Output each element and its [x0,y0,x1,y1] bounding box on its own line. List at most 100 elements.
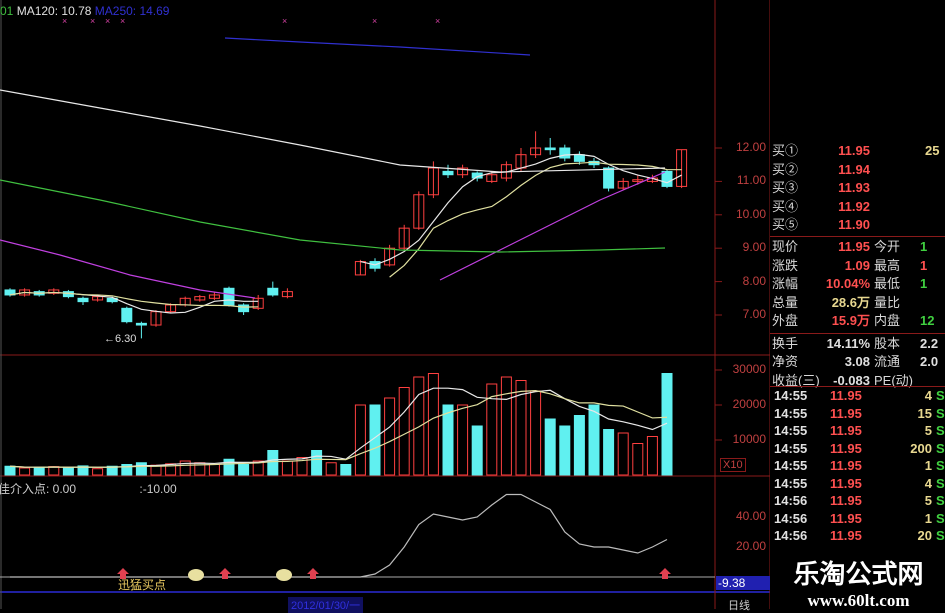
candle [121,307,133,323]
bid-price: 11.93 [838,180,870,195]
tick-side: S [936,440,945,456]
tick-volume: 4 [924,475,932,491]
ma10-line-left [9,291,259,308]
ma250-label: MA250: 14.69 [94,4,170,18]
tick-row: 14:56 11.95 5 S [770,492,945,510]
volume-bar [354,404,366,476]
volume-ma10 [9,390,668,468]
volume-bar [165,463,177,476]
candle [544,147,556,151]
stat-label: 净资 [772,354,799,369]
ma250-line [224,37,531,56]
stat-value: 14.11% [826,335,870,351]
stat-row: 总量 28.6万 量比 [770,294,945,312]
volume-bar [559,425,571,476]
volume-bar [442,404,454,476]
volume-bar [384,397,396,476]
volume-bar [427,373,439,476]
stat-label: PE(动) [874,372,914,388]
tick-volume: 4 [924,388,932,403]
stat-label: 外盘 [772,313,799,328]
low-value: 6.30 [115,333,137,345]
tick-time: 14:55 [774,458,808,473]
candle [135,322,147,326]
tick-row: 14:56 11.95 1 S [770,510,945,528]
bid-price: 11.94 [838,161,870,177]
volume-bar [500,376,512,476]
tick-price: 11.95 [830,388,862,403]
tick-time: 14:55 [774,475,808,491]
price-tick-label: 7.00 [742,307,766,321]
bid-price: 11.92 [838,198,870,214]
stat-value: 1 [920,239,928,254]
volume-bar [19,467,31,476]
candle [617,180,629,189]
stat-label: 股本 [874,335,901,351]
date-label: 2012/01/30/一 [288,597,364,613]
indicator-second: :-10.00 [139,482,177,496]
bid-label: 买④ [772,198,799,214]
price-tick-label: 12.00 [735,140,766,154]
stat-label: 总量 [772,294,799,310]
marker-x: × [90,16,95,26]
stat-label: 涨幅 [772,276,799,291]
indicator-header: 最佳介入点: 0.00 :-10.00 [0,480,177,497]
candle [281,291,293,298]
volume-bar [603,429,615,476]
stat-value: 12 [920,313,935,328]
tick-row: 14:56 11.95 20 S [770,527,945,545]
tick-time: 14:56 [774,493,808,508]
volume-bar [413,376,425,476]
marker-x: × [435,16,440,26]
tick-side: S [936,493,945,508]
low-marker: ←6.30 [104,333,137,345]
tick-side: S [936,388,945,403]
stat-row: 收益(三) -0.083 PE(动) [770,372,945,390]
tick-time: 14:55 [774,440,808,456]
tick-price: 11.95 [830,440,862,456]
tick-volume: 20 [917,528,932,543]
stat-value: 1.09 [844,257,870,273]
tick-volume: 200 [910,440,932,456]
ma5-line-left [9,291,259,314]
tick-side: S [936,528,945,543]
ma20-line-left [0,239,256,299]
volume-bar [544,418,556,476]
candle [559,147,571,159]
stat-value: 2.0 [920,354,939,369]
marker-x: × [372,16,377,26]
period-tab[interactable]: 日线 [728,600,750,612]
candle [77,297,89,303]
volume-bar [92,468,104,476]
candle [486,174,498,182]
kline-chart[interactable]: × × × × × × × [0,0,770,609]
volume-bar [135,462,147,476]
stat-label: 流通 [874,354,901,369]
stat-label: 内盘 [874,313,901,328]
indicator-tick-label: 40.00 [735,509,766,523]
indicator-tick-label: 20.00 [735,539,766,553]
up-arrow-icon [659,568,671,579]
price-tick-label: 10.00 [735,206,766,221]
volume-bar [77,465,89,476]
tick-side: S [936,423,945,438]
bid-volume: 25 [925,143,940,158]
volume-bar [252,460,264,476]
tick-time: 14:56 [774,528,808,543]
stat-label: 现价 [772,239,799,254]
volume-bar [617,432,629,476]
volume-bar [223,458,235,476]
tick-time: 14:55 [774,405,808,421]
tick-price: 11.95 [830,510,862,526]
volume-bar [471,425,483,476]
volume-bar [121,464,133,476]
stat-row: 涨幅 10.04% 最低 1 [770,275,945,293]
tick-volume: 1 [924,510,932,526]
candle [223,287,235,306]
stat-value: 10.04% [825,276,870,291]
candle [398,227,410,249]
volume-tick-label: 10000 [732,432,766,446]
stat-label: 最低 [874,276,901,291]
stat-value: 15.9万 [831,313,870,328]
stat-value: 3.08 [844,354,870,369]
